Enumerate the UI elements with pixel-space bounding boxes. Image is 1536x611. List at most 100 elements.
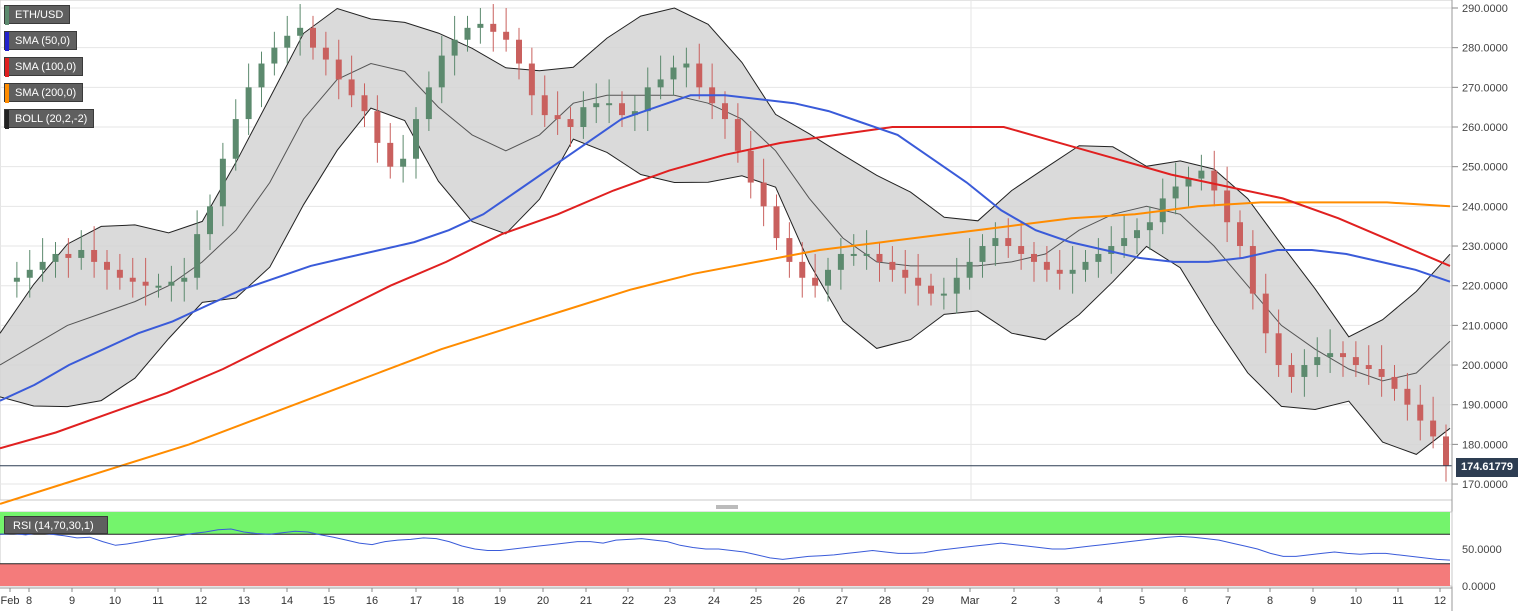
price-tick-label: 210.0000 xyxy=(1462,320,1508,332)
candle-body xyxy=(1378,368,1385,377)
time-tick-label: 10 xyxy=(1350,595,1362,607)
time-tick-label: 11 xyxy=(1392,595,1403,607)
candle-body xyxy=(335,59,342,80)
legend-label: SMA (50,0) xyxy=(15,35,71,47)
time-tick-label: 25 xyxy=(750,595,762,607)
candle-body xyxy=(516,39,522,64)
candle-body xyxy=(825,269,831,286)
candle-body xyxy=(13,277,20,282)
bollinger-upper xyxy=(0,7,1451,338)
candle-body xyxy=(902,269,909,278)
legend-item[interactable]: ETH/USD xyxy=(4,5,71,25)
price-tick-label: 180.0000 xyxy=(1462,439,1508,451)
candle-body xyxy=(1082,261,1089,270)
legend-swatch xyxy=(5,58,9,77)
candle-body xyxy=(297,27,304,36)
candle-body xyxy=(670,67,677,80)
candle-body xyxy=(786,238,793,262)
candle-body xyxy=(760,182,767,207)
candle-body xyxy=(889,261,896,270)
legend-label: BOLL (20,2,-2) xyxy=(15,113,88,125)
time-tick-label: 14 xyxy=(281,595,293,607)
candle-body xyxy=(657,79,664,88)
price-tick-label: 220.0000 xyxy=(1462,281,1508,293)
time-tick-label: 23 xyxy=(664,595,676,607)
candle-body xyxy=(1108,246,1115,254)
legend-swatch xyxy=(5,84,9,103)
candle-body xyxy=(413,119,419,159)
legend-label: ETH/USD xyxy=(15,9,64,21)
time-tick-label: 26 xyxy=(793,595,805,607)
time-axis: Feb 8 9 10 11 12 13 14 15 16 17 18 19 20 21 22 23 24 25 26 2… xyxy=(0,587,1452,607)
candle-body xyxy=(773,206,780,239)
time-tick-label: 18 xyxy=(452,595,464,607)
candle-body xyxy=(387,142,394,167)
legend-swatch xyxy=(5,6,9,25)
time-tick-label: Mar xyxy=(961,595,980,607)
candle-body xyxy=(1185,178,1192,187)
candle-body xyxy=(207,206,213,235)
price-axis: 290.0000 280.0000 270.0000 260.0000 250.0000… xyxy=(1451,0,1508,611)
candle-body xyxy=(1069,269,1076,274)
legend-item[interactable]: SMA (200,0) xyxy=(4,83,84,103)
legend-label: SMA (200,0) xyxy=(15,87,77,99)
rsi-oversold-zone xyxy=(0,563,1450,586)
legend-label: SMA (100,0) xyxy=(15,61,77,73)
time-tick-label: 17 xyxy=(410,595,422,607)
candle-body xyxy=(528,63,535,96)
candle-body xyxy=(348,79,355,96)
candle-body xyxy=(155,285,162,288)
bollinger-lower xyxy=(0,107,1451,455)
candle-body xyxy=(258,63,265,88)
candle-body xyxy=(876,253,883,262)
candle-body xyxy=(1005,238,1012,247)
candle-body xyxy=(928,285,934,294)
candle-body xyxy=(644,87,651,112)
candle-body xyxy=(1275,333,1282,366)
legend-swatch xyxy=(5,110,9,129)
panel-resize-handle xyxy=(716,505,738,509)
rsi-panel: 50.0000 0.0000 xyxy=(0,505,1502,593)
legend-item[interactable]: BOLL (20,2,-2) xyxy=(4,109,95,129)
candle-body xyxy=(1352,357,1359,366)
candle-body xyxy=(631,111,638,116)
time-tick-label: 12 xyxy=(1434,595,1446,607)
candle-body xyxy=(696,63,703,88)
candle-body xyxy=(619,103,625,116)
legend-item[interactable]: SMA (50,0) xyxy=(4,31,78,51)
time-tick-label: 19 xyxy=(494,595,506,607)
candle-body xyxy=(722,103,728,120)
candle-body xyxy=(541,95,548,116)
time-tick-label: 10 xyxy=(109,595,121,607)
candle-body xyxy=(593,103,600,108)
time-tick-label: 21 xyxy=(580,595,592,607)
time-tick-label: 7 xyxy=(1225,595,1231,607)
candle-body xyxy=(232,119,239,159)
rsi-tick-label: 0.0000 xyxy=(1462,581,1496,593)
time-tick-label: 27 xyxy=(836,595,848,607)
time-tick-label: 16 xyxy=(366,595,378,607)
candle-body xyxy=(953,277,960,294)
candle-body xyxy=(940,293,947,296)
candle-body xyxy=(734,119,741,151)
candle-body xyxy=(1430,420,1437,437)
candle-body xyxy=(850,253,857,256)
candle-body xyxy=(1417,404,1424,421)
candle-body xyxy=(26,269,33,278)
candle-body xyxy=(310,27,316,48)
price-tick-label: 190.0000 xyxy=(1462,400,1508,412)
candle-body xyxy=(1224,190,1231,223)
time-tick-label: 22 xyxy=(622,595,634,607)
candle-body xyxy=(425,87,432,120)
candle-body xyxy=(747,150,754,183)
legend-item[interactable]: SMA (100,0) xyxy=(4,57,84,77)
candle-body xyxy=(91,249,98,262)
candle-body xyxy=(1237,222,1243,247)
rsi-legend: RSI (14,70,30,1) xyxy=(4,516,108,534)
price-tick-label: 280.0000 xyxy=(1462,43,1508,55)
candle-body xyxy=(1301,365,1308,377)
candle-body xyxy=(451,39,458,56)
candle-body xyxy=(322,47,329,60)
time-tick-label: 20 xyxy=(537,595,549,607)
